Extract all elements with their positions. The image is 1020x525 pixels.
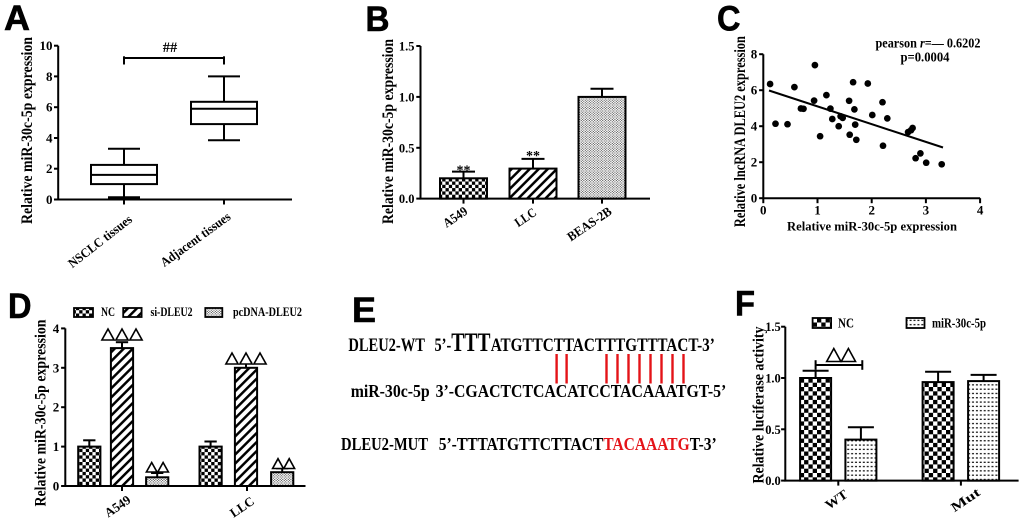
svg-text:pcDNA-DLEU2: pcDNA-DLEU2 xyxy=(233,304,302,319)
svg-text:3: 3 xyxy=(923,203,930,218)
svg-text:0: 0 xyxy=(751,191,758,206)
svg-text:Relative luciferase activity: Relative luciferase activity xyxy=(751,326,768,483)
svg-text:5’-TTTATGTTCTTACTTACAAATGT-3’: 5’-TTTATGTTCTTACTTACAAATGT-3’ xyxy=(439,434,717,454)
svg-text:2: 2 xyxy=(53,400,60,415)
svg-text:3: 3 xyxy=(53,360,60,375)
svg-text:Relative miR-30c-5p expression: Relative miR-30c-5p expression xyxy=(19,37,36,224)
svg-text:8: 8 xyxy=(751,47,758,62)
svg-text:4: 4 xyxy=(46,131,53,146)
svg-text:miR-30c-5p: miR-30c-5p xyxy=(932,317,986,332)
svg-text:1.5: 1.5 xyxy=(399,39,415,54)
svg-text:0: 0 xyxy=(46,192,53,207)
svg-text:0: 0 xyxy=(53,479,60,494)
svg-text:6: 6 xyxy=(751,83,758,98)
svg-text:Relative miR-30c-5p expression: Relative miR-30c-5p expression xyxy=(33,319,50,506)
svg-text:D: D xyxy=(8,287,32,326)
svg-text:3’-CGACTCTCACATCCTACAAATGT-5’: 3’-CGACTCTCACATCCTACAAATGT-5’ xyxy=(436,381,727,401)
svg-text:0.0: 0.0 xyxy=(765,473,781,488)
svg-text:B: B xyxy=(366,0,390,39)
svg-text:Relative miR-30c-5p expression: Relative miR-30c-5p expression xyxy=(787,219,958,234)
svg-text:NC: NC xyxy=(838,317,854,332)
svg-text:F: F xyxy=(735,285,755,324)
svg-text:pearson r=— 0.6202: pearson r=— 0.6202 xyxy=(876,36,981,51)
svg-text:si-DLEU2: si-DLEU2 xyxy=(151,304,193,319)
svg-text:6: 6 xyxy=(46,100,53,115)
svg-text:**: ** xyxy=(526,149,540,164)
svg-text:0: 0 xyxy=(760,203,767,218)
svg-text:4: 4 xyxy=(53,321,60,336)
svg-text:E: E xyxy=(352,291,376,330)
svg-text:1.5: 1.5 xyxy=(765,319,781,334)
svg-text:Relative lncRNA DLEU2 expressi: Relative lncRNA DLEU2 expression xyxy=(732,36,749,227)
svg-text:DLEU2-WT: DLEU2-WT xyxy=(348,335,425,356)
svg-text:1: 1 xyxy=(814,203,821,218)
svg-text:A: A xyxy=(4,0,30,38)
svg-text:4: 4 xyxy=(751,119,758,134)
svg-text:10: 10 xyxy=(40,38,53,53)
svg-text:0.0: 0.0 xyxy=(399,191,415,206)
svg-text:NC: NC xyxy=(101,304,115,319)
svg-text:C: C xyxy=(717,0,741,39)
svg-text:2: 2 xyxy=(46,161,53,176)
svg-text:2: 2 xyxy=(868,203,875,218)
svg-text:2: 2 xyxy=(751,155,758,170)
svg-text:miR-30c-5p: miR-30c-5p xyxy=(351,381,430,401)
svg-text:ATGTTCTTACTTTGTTTACT-3’: ATGTTCTTACTTTGTTTACT-3’ xyxy=(491,335,715,356)
svg-text:1.0: 1.0 xyxy=(765,371,781,386)
svg-text:1.0: 1.0 xyxy=(399,89,415,104)
svg-text:**: ** xyxy=(457,164,471,179)
svg-text:p=0.0004: p=0.0004 xyxy=(901,50,950,65)
svg-text:4: 4 xyxy=(977,203,984,218)
svg-text:8: 8 xyxy=(46,69,53,84)
svg-text:Relative miR-30c-5p expression: Relative miR-30c-5p expression xyxy=(380,39,397,224)
svg-text:5’-TTT: 5’-TTT xyxy=(435,328,491,357)
svg-text:##: ## xyxy=(163,40,178,56)
svg-text:1: 1 xyxy=(53,439,60,454)
svg-text:0.5: 0.5 xyxy=(765,422,781,437)
svg-text:0.5: 0.5 xyxy=(399,140,415,155)
svg-text:DLEU2-MUT: DLEU2-MUT xyxy=(341,434,428,454)
